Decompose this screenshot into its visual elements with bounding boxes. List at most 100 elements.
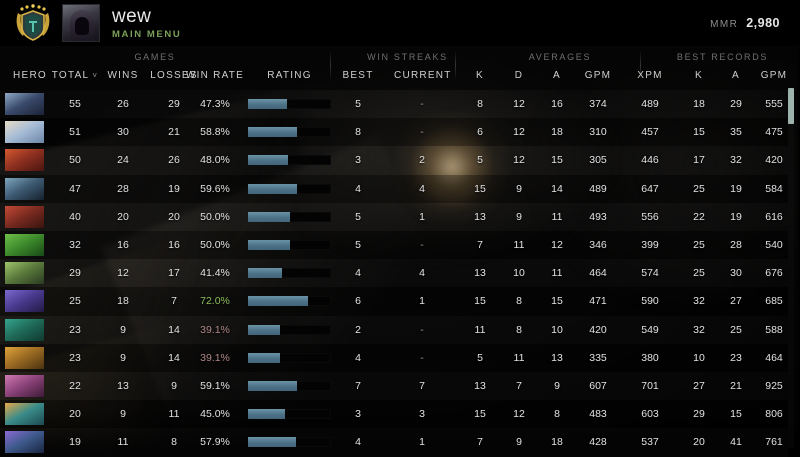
column-header-total[interactable]: TOTAL ˅ bbox=[48, 70, 102, 81]
cell-rec_a: 30 bbox=[730, 267, 742, 280]
column-header-losses[interactable]: LOSSES bbox=[146, 70, 202, 81]
column-header-label: A bbox=[553, 70, 561, 81]
cell-rec_a: 41 bbox=[730, 436, 742, 449]
rating-bar bbox=[248, 240, 331, 250]
rating-bar bbox=[248, 324, 331, 335]
hero-portrait[interactable] bbox=[5, 121, 44, 144]
header-divider bbox=[330, 50, 331, 80]
cell-avg_xpm: 556 bbox=[641, 210, 659, 223]
column-header-rec_k[interactable]: K bbox=[685, 70, 713, 81]
column-header-wins[interactable]: WINS bbox=[98, 70, 148, 81]
cell-winrate: 72.0% bbox=[200, 295, 230, 308]
column-header-rec_gpm[interactable]: GPM bbox=[754, 70, 794, 81]
player-avatar[interactable] bbox=[62, 4, 100, 42]
hero-portrait[interactable] bbox=[5, 431, 44, 454]
cell-avg_a: 14 bbox=[551, 182, 563, 195]
cell-avg_d: 12 bbox=[513, 154, 525, 167]
cell-total: 40 bbox=[69, 210, 81, 223]
cell-best: 4 bbox=[355, 351, 361, 364]
scrollbar-thumb[interactable] bbox=[788, 88, 794, 124]
hero-portrait[interactable] bbox=[5, 290, 44, 313]
hero-portrait[interactable] bbox=[5, 177, 44, 200]
hero-portrait-image bbox=[5, 403, 44, 426]
vertical-scrollbar[interactable] bbox=[788, 88, 794, 448]
cell-avg_xpm: 574 bbox=[641, 267, 659, 280]
column-header-label: K bbox=[476, 70, 484, 81]
hero-portrait[interactable] bbox=[5, 149, 44, 172]
column-header-hero[interactable]: HERO bbox=[2, 70, 58, 81]
cell-rec_a: 29 bbox=[730, 98, 742, 110]
rating-bar bbox=[248, 296, 331, 307]
cell-wins: 9 bbox=[120, 351, 126, 364]
rating-bar-fill bbox=[248, 324, 281, 335]
cell-total: 47 bbox=[69, 182, 81, 195]
column-header-label: WIN RATE bbox=[185, 70, 245, 81]
rating-bar-fill bbox=[248, 296, 308, 307]
rating-bar-fill bbox=[248, 437, 297, 448]
cell-avg_k: 13 bbox=[474, 267, 486, 280]
column-header-label: XPM bbox=[637, 70, 663, 81]
column-header-avg_k[interactable]: K bbox=[466, 70, 494, 81]
rating-bar bbox=[248, 381, 331, 391]
column-header-rating[interactable]: RATING bbox=[248, 70, 331, 81]
cell-avg_k: 11 bbox=[474, 323, 486, 336]
main-menu-link[interactable]: MAIN MENU bbox=[112, 28, 182, 40]
player-name: wew bbox=[112, 5, 152, 27]
column-header-current[interactable]: CURRENT bbox=[394, 70, 450, 81]
cell-losses: 19 bbox=[168, 182, 180, 195]
cell-rec_gpm: 475 bbox=[765, 126, 783, 139]
column-header-label: BEST bbox=[342, 70, 374, 81]
cell-rec_k: 22 bbox=[693, 210, 705, 223]
cell-rec_k: 29 bbox=[693, 408, 705, 421]
rating-bar bbox=[248, 127, 331, 138]
cell-best: 4 bbox=[355, 436, 361, 449]
cell-rec_k: 27 bbox=[693, 380, 705, 392]
hero-portrait[interactable] bbox=[5, 318, 44, 341]
cell-losses: 8 bbox=[171, 436, 177, 449]
column-header-avg_xpm[interactable]: XPM bbox=[630, 70, 670, 81]
cell-avg_d: 12 bbox=[513, 126, 525, 139]
cell-avg_a: 15 bbox=[551, 295, 563, 308]
column-header-best[interactable]: BEST bbox=[336, 70, 380, 81]
column-header-avg_d[interactable]: D bbox=[505, 70, 533, 81]
cell-best: 4 bbox=[355, 182, 361, 195]
rating-bar-fill bbox=[248, 409, 286, 420]
hero-portrait-image bbox=[5, 318, 44, 341]
cell-avg_d: 8 bbox=[516, 323, 522, 336]
hero-portrait[interactable] bbox=[5, 234, 44, 256]
cell-wins: 16 bbox=[117, 239, 129, 251]
cell-best: 3 bbox=[355, 408, 361, 421]
column-header-label: TOTAL bbox=[51, 70, 90, 81]
cell-total: 51 bbox=[69, 126, 81, 139]
header-divider bbox=[455, 50, 456, 80]
hero-portrait[interactable] bbox=[5, 346, 44, 369]
cell-winrate: 39.1% bbox=[200, 351, 230, 364]
hero-portrait[interactable] bbox=[5, 262, 44, 285]
rating-bar bbox=[248, 99, 331, 109]
column-group-best-records: BEST RECORDS bbox=[676, 52, 769, 62]
column-header-avg_gpm[interactable]: GPM bbox=[578, 70, 618, 81]
hero-portrait[interactable] bbox=[5, 93, 44, 115]
cell-losses: 26 bbox=[168, 154, 180, 167]
hero-portrait[interactable] bbox=[5, 403, 44, 426]
hero-portrait[interactable] bbox=[5, 205, 44, 228]
column-header-rec_a[interactable]: A bbox=[722, 70, 750, 81]
cell-avg_d: 9 bbox=[516, 182, 522, 195]
hero-portrait[interactable] bbox=[5, 375, 44, 397]
column-header-winrate[interactable]: WIN RATE bbox=[185, 70, 245, 81]
column-header-avg_a[interactable]: A bbox=[543, 70, 571, 81]
column-header-label: GPM bbox=[760, 70, 788, 81]
